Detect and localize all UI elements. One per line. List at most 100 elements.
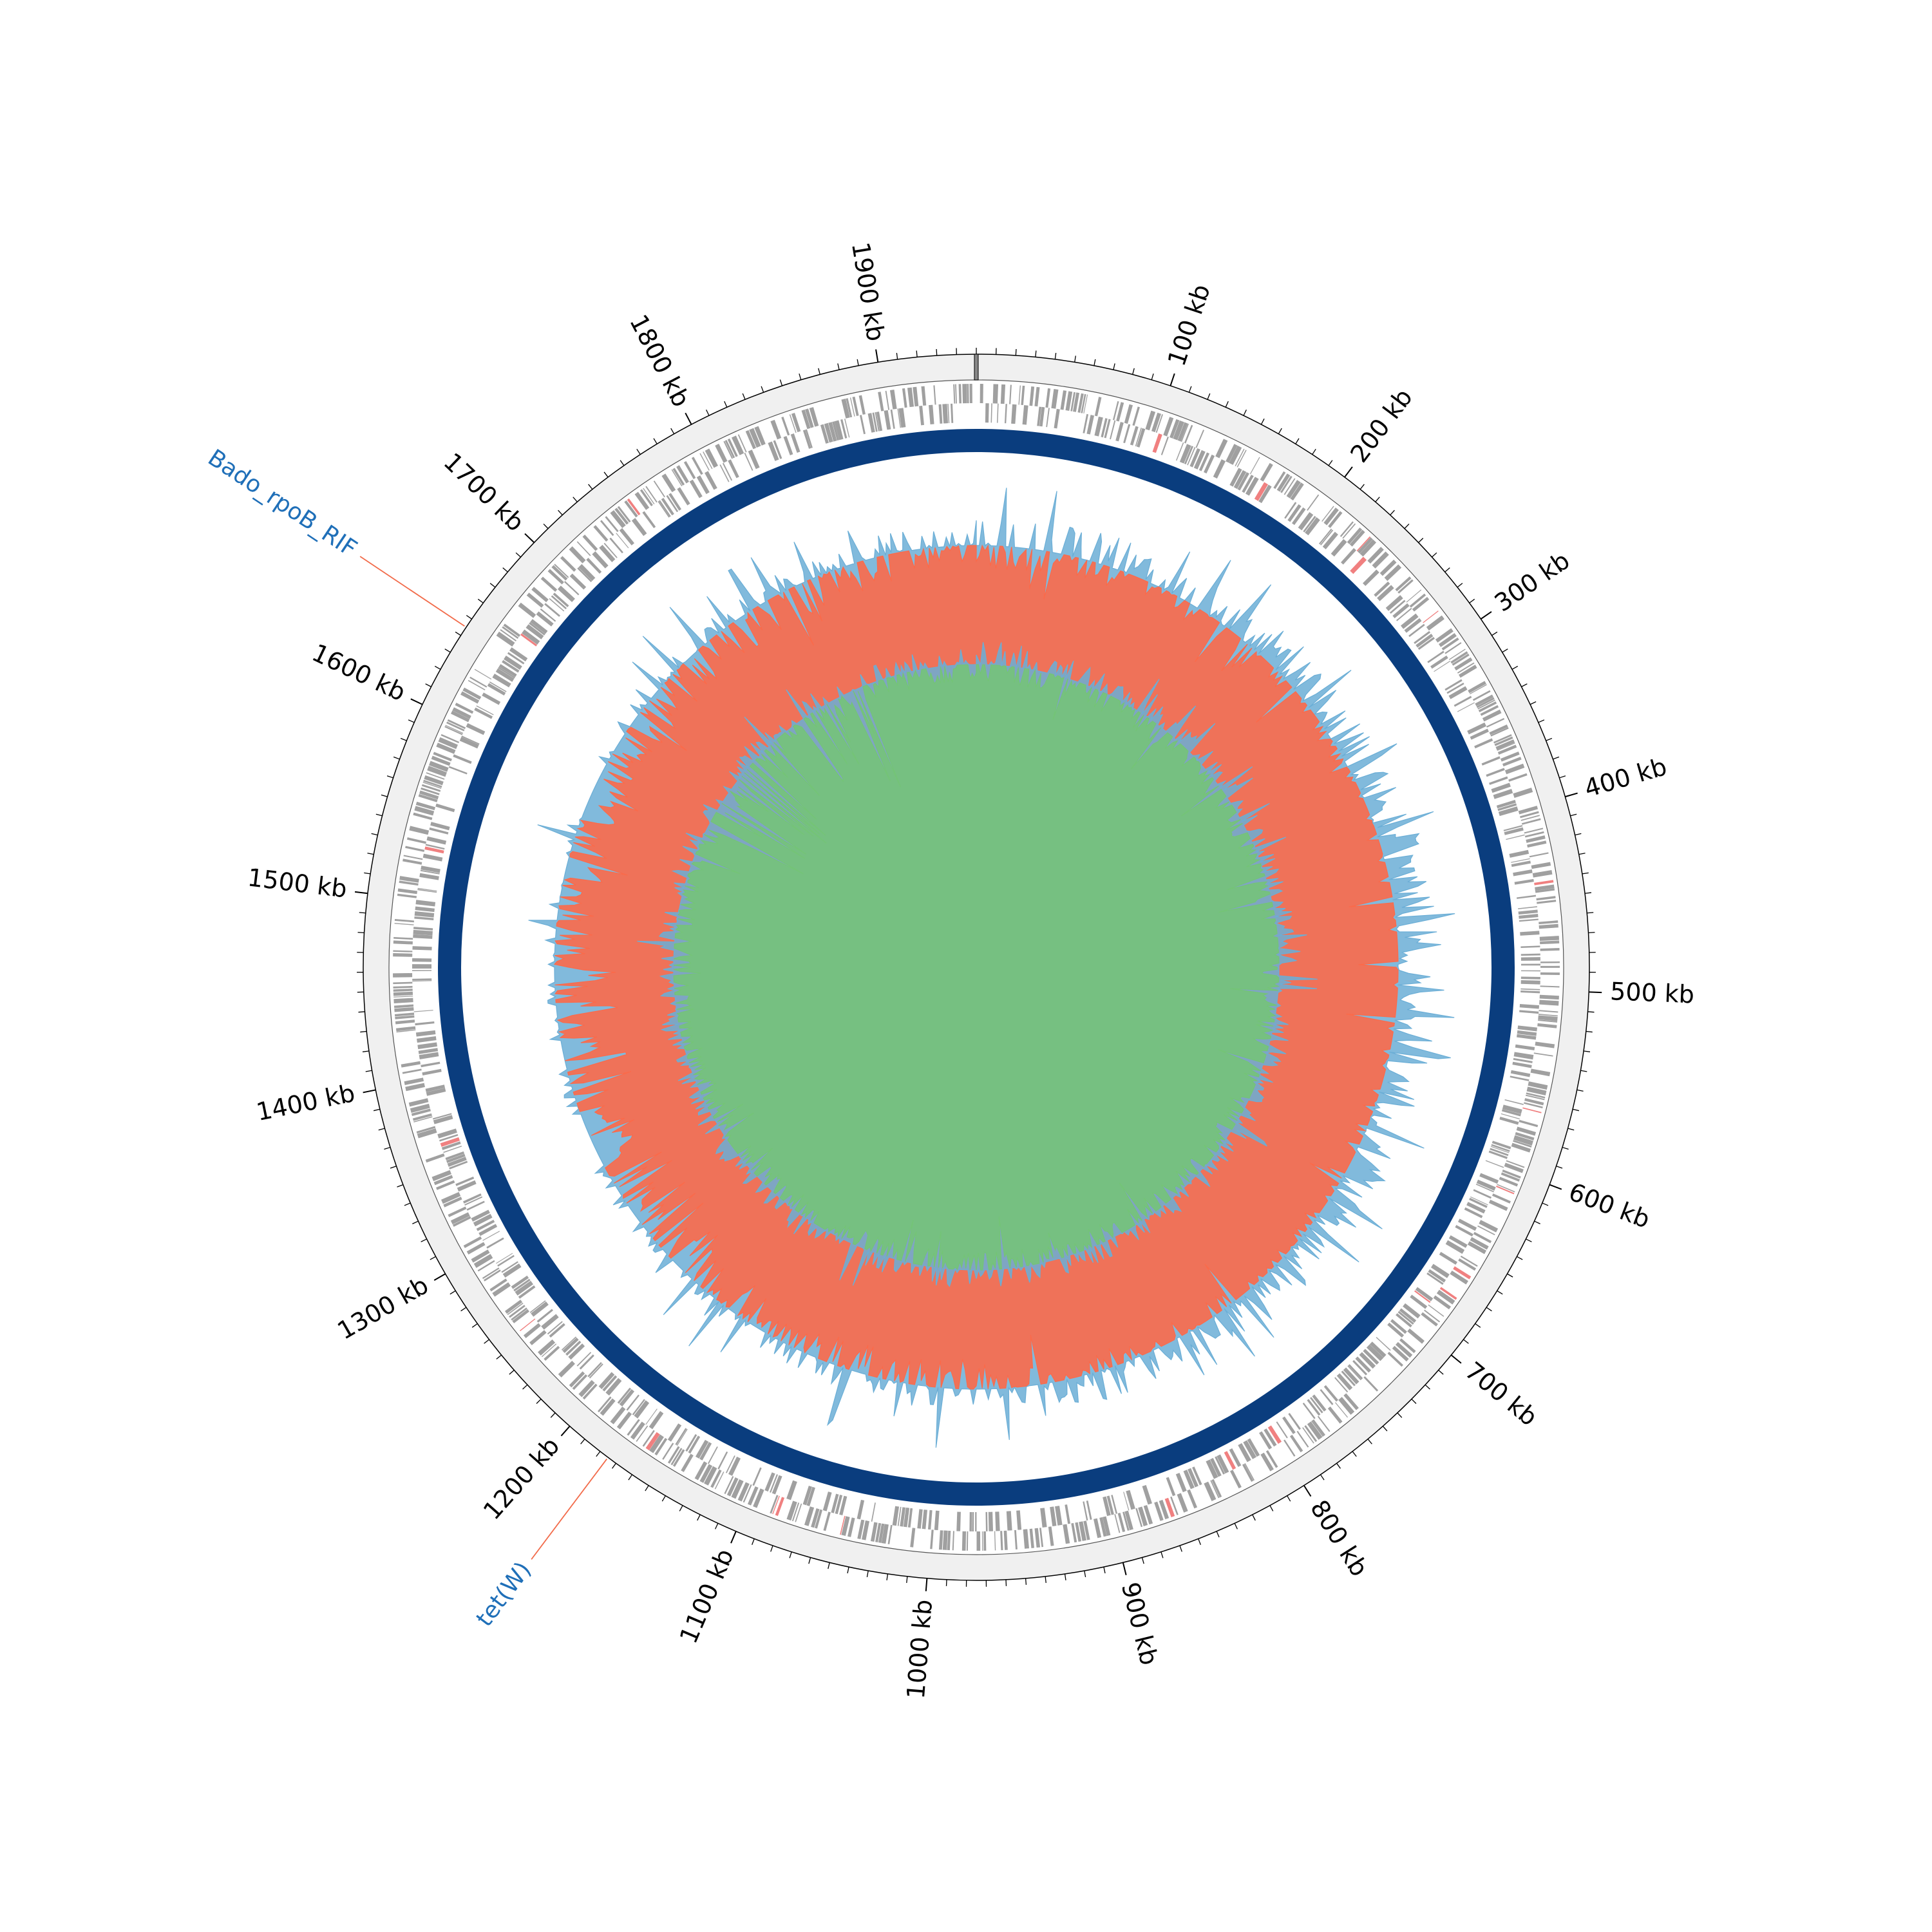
minor-tick [509, 1370, 515, 1375]
gene-feature [1094, 416, 1103, 437]
gene-feature [1291, 507, 1306, 526]
gene-feature [1135, 1508, 1143, 1528]
gene-feature [1166, 1477, 1176, 1497]
gene-feature [1237, 472, 1249, 491]
gene-feature [1511, 860, 1531, 867]
gene-feature [1470, 1236, 1489, 1250]
gene-feature [414, 806, 435, 816]
gene-feature [670, 1448, 683, 1466]
gene-feature [728, 459, 739, 478]
gene-feature [569, 573, 587, 590]
minor-tick [661, 1495, 666, 1502]
gene-feature [1397, 579, 1414, 594]
gene-feature [1515, 1132, 1535, 1141]
gene-feature [1492, 1141, 1511, 1150]
gene-feature [1492, 1193, 1511, 1204]
gene-feature [1347, 527, 1363, 544]
gene-feature [1497, 744, 1517, 755]
minor-tick [1577, 1089, 1584, 1092]
gene-feature [1539, 923, 1558, 929]
gene-feature [1445, 1240, 1465, 1255]
gene-feature [696, 475, 710, 495]
minor-tick [612, 1463, 616, 1469]
gene-feature [1376, 1336, 1391, 1351]
major-tick [1480, 611, 1492, 620]
gene-feature [466, 723, 486, 735]
gene-feature [1323, 507, 1339, 526]
gene-feature [1000, 384, 1006, 404]
major-tick [410, 698, 423, 705]
minor-tick [761, 386, 764, 393]
gene-feature [1508, 773, 1528, 782]
gene-feature [828, 422, 837, 442]
gene-feature [653, 480, 665, 498]
gene-feature [587, 1362, 602, 1378]
gene-feature [1037, 406, 1042, 426]
gene-feature [610, 510, 626, 528]
gene-feature [714, 1472, 724, 1490]
gene-feature [1438, 632, 1457, 647]
gene-feature [578, 1379, 595, 1397]
gene-feature [593, 525, 609, 542]
gene-feature [1486, 768, 1505, 777]
gene-feature [1189, 448, 1200, 468]
gene-feature [1311, 1420, 1324, 1437]
gene-feature [661, 473, 676, 493]
minor-tick [1526, 1238, 1532, 1242]
gene-feature [446, 721, 465, 732]
minor-tick [679, 1505, 683, 1511]
gene-feature [1525, 1094, 1545, 1101]
gene-feature [1226, 444, 1238, 463]
gene-feature [715, 443, 728, 463]
minor-tick [466, 614, 472, 620]
gene-feature [1519, 1119, 1539, 1128]
minor-tick [1359, 484, 1365, 490]
gene-feature [1502, 1170, 1521, 1179]
minor-tick [1418, 538, 1424, 543]
gene-feature [1481, 756, 1501, 766]
gene-feature [1369, 1341, 1387, 1358]
gene-feature [996, 403, 999, 423]
gene-feature [1045, 388, 1051, 408]
minor-tick [477, 598, 484, 603]
gene-feature [1307, 1399, 1321, 1416]
gene-feature [1520, 980, 1540, 985]
gene-feature [737, 1482, 750, 1502]
gene-feature [975, 1511, 977, 1531]
gene-feature [815, 1509, 823, 1529]
gene-feature [415, 900, 436, 907]
gene-feature [440, 1191, 461, 1204]
gene-feature [1540, 985, 1560, 988]
gene-feature [1520, 953, 1540, 956]
gene-feature [805, 408, 814, 428]
gene-feature [616, 533, 629, 549]
gene-feature [1444, 642, 1462, 654]
gene-feature [1347, 1365, 1361, 1381]
gene-feature [1177, 1493, 1188, 1513]
gene-feature [1469, 1197, 1488, 1208]
minor-tick [1556, 1166, 1563, 1169]
gene-feature [395, 1015, 415, 1019]
gene-feature [1305, 517, 1320, 536]
gene-feature [645, 486, 658, 503]
gene-feature [412, 964, 432, 969]
tick-label: 400 kb [1581, 752, 1670, 803]
gene-feature [1457, 662, 1475, 674]
minor-tick [397, 1184, 404, 1188]
gene-feature [994, 1531, 996, 1551]
gene-feature [703, 451, 713, 469]
gene-feature [1400, 613, 1419, 629]
minor-tick [496, 1354, 502, 1359]
gene-feature [544, 603, 561, 617]
minor-tick [1542, 1202, 1549, 1206]
gene-feature [927, 1510, 933, 1530]
minor-tick [1054, 352, 1057, 359]
gene-feature [468, 679, 486, 690]
minor-tick [1287, 1495, 1291, 1502]
minor-tick [742, 393, 746, 400]
minor-tick [636, 448, 641, 455]
gene-feature [413, 934, 433, 939]
gene-feature [985, 1511, 988, 1531]
gene-feature [658, 500, 671, 517]
gene-feature [1372, 551, 1389, 569]
